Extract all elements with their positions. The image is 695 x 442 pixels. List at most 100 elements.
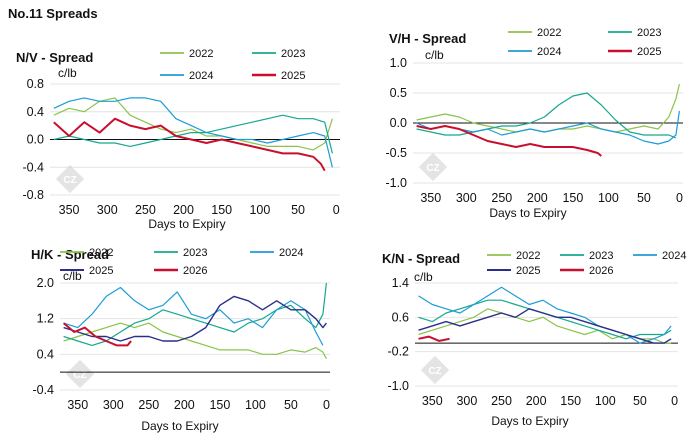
x-tick-label: 150: [562, 191, 583, 205]
x-tick-label: 300: [97, 203, 118, 217]
x-tick-label: 0: [333, 203, 340, 217]
legend-label: 2024: [662, 250, 686, 262]
x-tick-label: 350: [59, 203, 80, 217]
legend-label: 2023: [183, 247, 207, 259]
x-tick-label: 250: [491, 394, 512, 408]
legend-label: 2025: [281, 70, 305, 82]
legend-label: 2022: [537, 27, 561, 39]
y-tick-label: 0.4: [27, 105, 44, 119]
x-tick-label: 250: [138, 398, 159, 412]
legend-label: 2024: [279, 247, 303, 259]
series-line-2023: [53, 114, 333, 154]
legend-label: 2022: [516, 250, 540, 262]
y-tick-label: 0.0: [390, 116, 407, 130]
unit-label: c/lb: [425, 48, 444, 62]
legend-label: 2024: [189, 70, 213, 82]
legend-label: 2023: [637, 27, 661, 39]
watermark-text: CZ: [428, 366, 441, 377]
unit-label: c/lb: [58, 66, 77, 80]
x-tick-label: 0: [323, 398, 330, 412]
x-axis-label: Days to Expiry: [489, 206, 566, 220]
y-tick-label: 1.2: [37, 312, 54, 326]
unit-label: c/lb: [63, 269, 82, 283]
x-tick-label: 350: [422, 394, 443, 408]
chart-title: N/V - Spread: [16, 50, 93, 65]
chart-panel: K/N - Spread c/lb CZ 1.4 0.6 -0.2 -1.0 350 300 25…: [382, 250, 686, 428]
series-line-2025: [416, 125, 602, 157]
x-tick-label: 100: [249, 203, 270, 217]
watermark-text: CZ: [73, 370, 86, 381]
x-tick-label: 150: [560, 394, 581, 408]
x-tick-label: 300: [103, 398, 124, 412]
y-tick-label: -0.8: [22, 188, 44, 202]
legend-label: 2024: [537, 46, 561, 58]
x-tick-label: 0: [671, 394, 678, 408]
legend-label: 2026: [589, 265, 613, 277]
page-title: No.11 Spreads: [8, 6, 98, 21]
series-line-2023: [416, 92, 677, 139]
legend-label: 2022: [89, 247, 113, 259]
y-tick-label: 0.4: [37, 347, 54, 361]
x-axis-label: Days to Expiry: [491, 414, 568, 428]
legend-label: 2023: [281, 48, 305, 60]
legend-label: 2022: [189, 48, 213, 60]
series-line-2025: [63, 295, 327, 342]
x-tick-label: 200: [173, 203, 194, 217]
y-tick-label: -1.0: [387, 379, 409, 393]
y-tick-label: 0.6: [392, 310, 409, 324]
watermark-text: CZ: [426, 163, 439, 174]
chart-title: H/K - Spread: [31, 247, 109, 262]
watermark-logo: CZ: [420, 355, 450, 385]
x-tick-label: 100: [595, 394, 616, 408]
x-tick-label: 250: [135, 203, 156, 217]
series-line-2026: [62, 322, 132, 347]
x-tick-label: 250: [491, 191, 512, 205]
x-tick-label: 50: [637, 191, 651, 205]
chart-panel: V/H - Spread c/lb CZ 1.0 0.5 0.0 -0.5 -1.0 350 30…: [385, 27, 683, 220]
series-line-2023: [418, 299, 672, 340]
y-tick-label: 1.0: [390, 56, 407, 70]
watermark-logo: CZ: [55, 164, 85, 194]
y-tick-label: 0.8: [27, 77, 44, 91]
watermark-text: CZ: [63, 175, 76, 186]
x-tick-label: 350: [420, 191, 441, 205]
series-line-2026: [418, 335, 450, 342]
x-tick-label: 50: [633, 394, 647, 408]
chart-panel: H/K - Spread c/lb CZ 2.0 1.2 0.4 -0.4 350 300 250…: [31, 247, 330, 433]
x-tick-label: 350: [67, 398, 88, 412]
legend-label: 2025: [516, 265, 540, 277]
unit-label: c/lb: [414, 270, 433, 284]
series-line-2025: [53, 117, 326, 172]
x-tick-label: 200: [527, 191, 548, 205]
y-tick-label: 0.0: [27, 133, 44, 147]
watermark-logo: CZ: [418, 152, 448, 182]
y-tick-label: -0.5: [385, 146, 407, 160]
x-axis-label: Days to Expiry: [148, 217, 225, 231]
series-line-2022: [416, 83, 680, 133]
series-line-2024: [63, 286, 324, 346]
y-tick-label: 1.4: [392, 276, 409, 290]
x-tick-label: 50: [284, 398, 298, 412]
x-tick-label: 200: [174, 398, 195, 412]
x-tick-label: 100: [245, 398, 266, 412]
series-line-2025: [418, 308, 672, 344]
x-tick-label: 300: [456, 394, 477, 408]
x-tick-label: 0: [676, 191, 683, 205]
x-axis-label: Days to Expiry: [141, 419, 218, 433]
y-tick-label: -0.2: [387, 345, 409, 359]
series-line-2024: [53, 97, 333, 168]
chart-title: K/N - Spread: [382, 251, 460, 266]
legend-label: 2023: [589, 250, 613, 262]
x-tick-label: 50: [291, 203, 305, 217]
y-tick-label: 2.0: [37, 276, 54, 290]
x-tick-label: 200: [526, 394, 547, 408]
x-tick-label: 150: [209, 398, 230, 412]
y-tick-label: 0.5: [390, 86, 407, 100]
chart-title: V/H - Spread: [389, 31, 466, 46]
series-line-2024: [418, 286, 672, 344]
y-tick-label: -1.0: [385, 176, 407, 190]
x-tick-label: 300: [456, 191, 477, 205]
x-tick-label: 150: [211, 203, 232, 217]
legend-label: 2025: [89, 265, 113, 277]
